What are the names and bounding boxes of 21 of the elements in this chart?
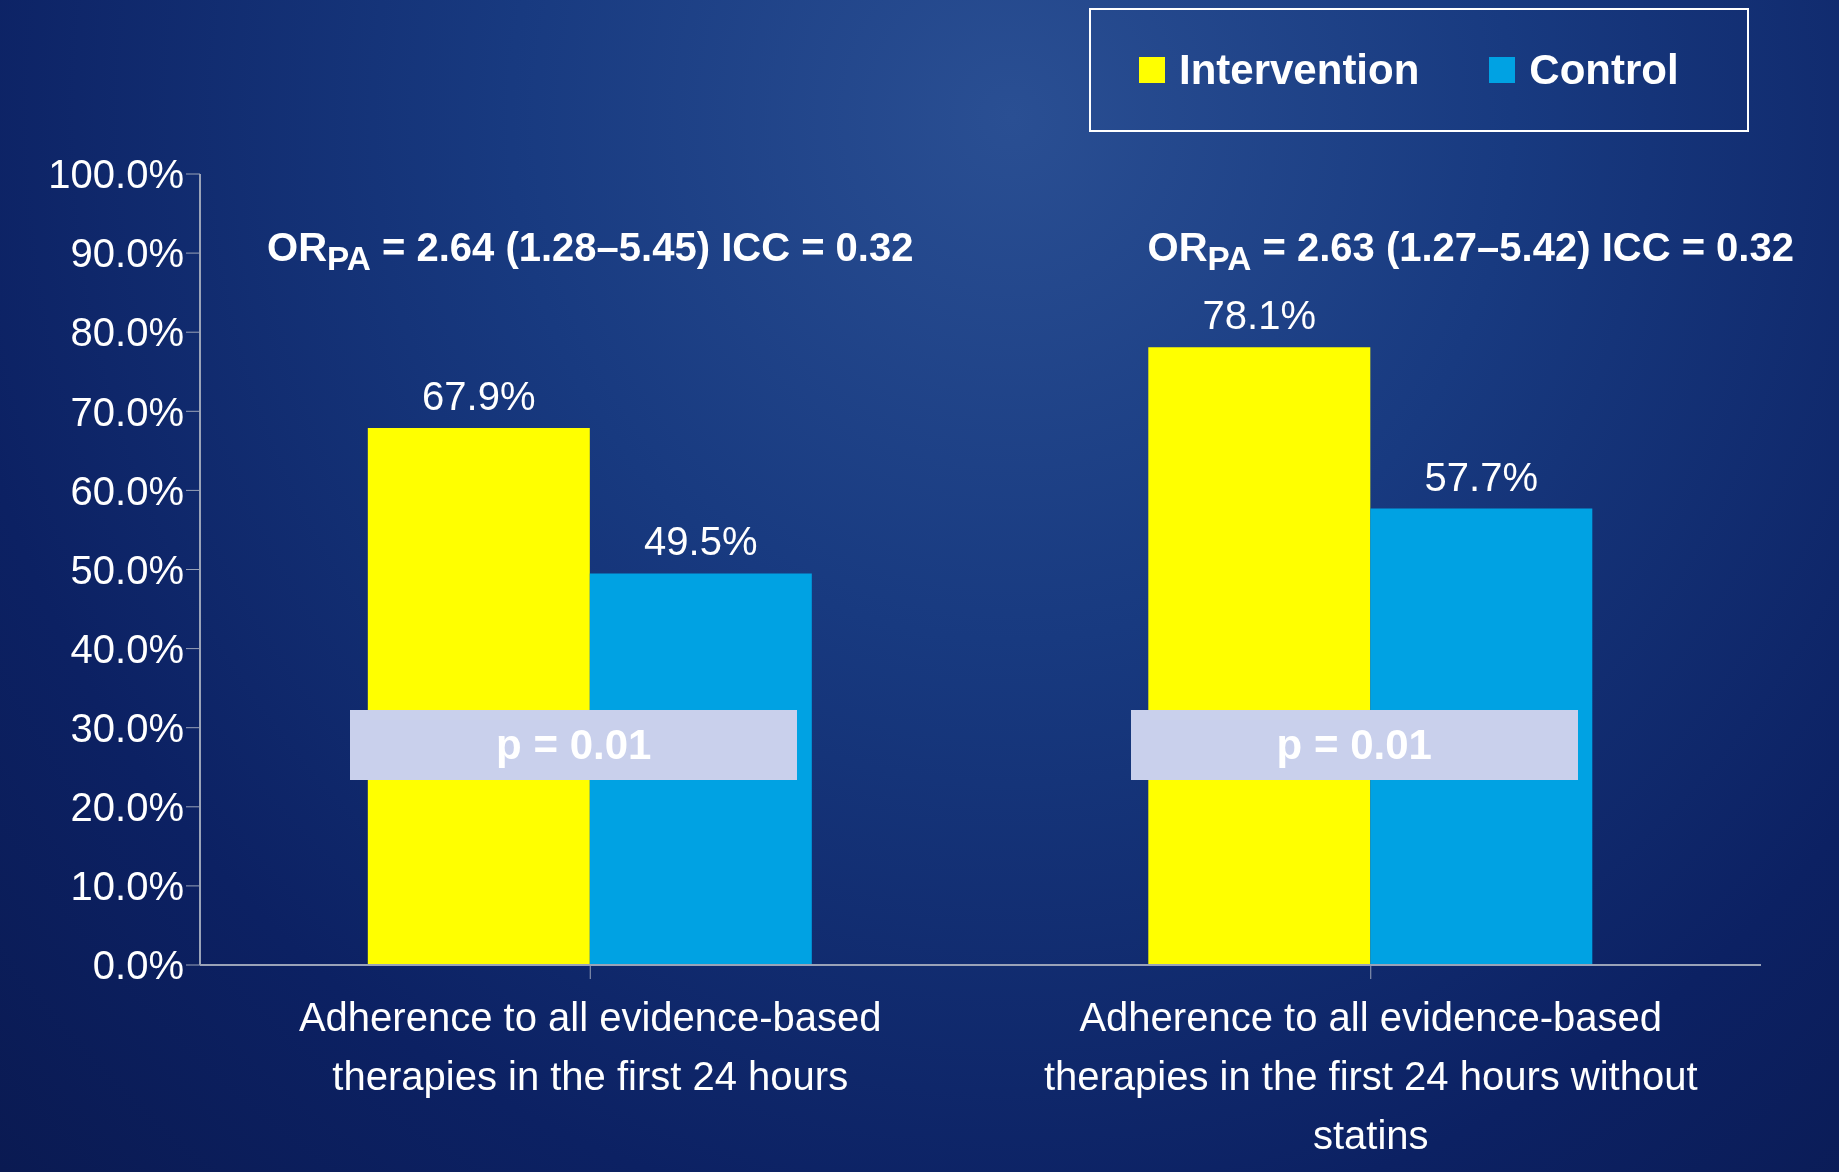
data-label: 67.9% [422,373,536,418]
y-tick-label: 10.0% [70,864,184,909]
annotation: OR$_{PA}$ = 2.63 (1.27–5.42) ICC = 0.32 [1146,224,1795,280]
y-tick-label: 80.0% [70,310,184,355]
x-tick-label: Adherence to all evidence-based therapies in the first 24 hours [298,995,882,1098]
y-tick-label: 100.0% [48,152,184,197]
legend-label: Control [1529,46,1679,94]
legend-label: Intervention [1179,46,1420,94]
y-tick-label: 50.0% [70,547,184,592]
y-tick-label: 90.0% [70,231,184,276]
y-tick-label: 20.0% [70,785,184,829]
data-label: 49.5% [644,519,758,564]
data-label: 78.1% [1202,293,1317,338]
y-tick-label: 60.0% [70,468,184,513]
annotation: OR$_{PA}$ = 2.64 (1.28–5.45) ICC = 0.32 [266,224,915,280]
x-tick-label: Adherence to all evidence-based therapies in the first 24 hours without statins [1043,995,1698,1157]
y-tick-label: 70.0% [70,389,184,434]
data-label: 57.7% [1424,454,1539,499]
y-tick-label: 30.0% [70,705,184,750]
y-tick-label: 0.0% [92,943,184,988]
y-tick-label: 40.0% [70,626,184,671]
